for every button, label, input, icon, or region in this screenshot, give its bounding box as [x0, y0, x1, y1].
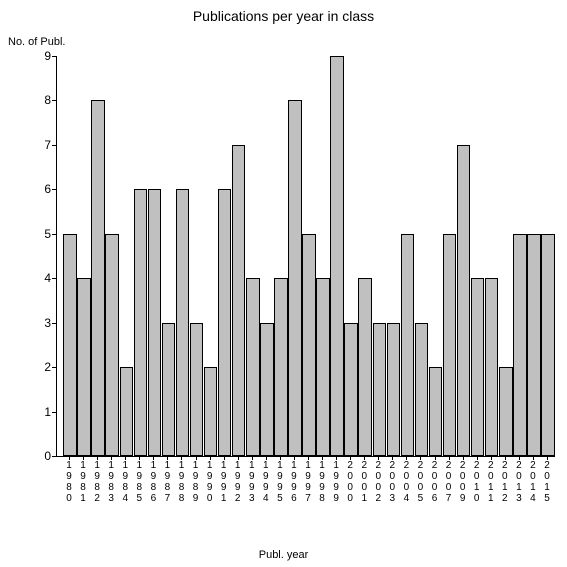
- bar: [443, 234, 456, 456]
- y-tick-label: 0: [31, 449, 51, 463]
- bar: [91, 100, 104, 456]
- y-tick-mark: [52, 189, 56, 190]
- x-tick-label: 1 9 8 7: [163, 460, 171, 504]
- bar: [260, 323, 273, 456]
- bar: [541, 234, 554, 456]
- y-tick-mark: [52, 456, 56, 457]
- bar: [162, 323, 175, 456]
- y-tick-label: 6: [31, 182, 51, 196]
- bar: [218, 189, 231, 456]
- x-tick-label: 1 9 8 9: [192, 460, 200, 504]
- bar: [302, 234, 315, 456]
- y-tick-label: 7: [31, 138, 51, 152]
- bar: [415, 323, 428, 456]
- bar: [232, 145, 245, 456]
- y-tick-mark: [52, 367, 56, 368]
- x-tick-label: 1 9 8 4: [121, 460, 129, 504]
- y-tick-mark: [52, 412, 56, 413]
- x-tick-label: 1 9 9 0: [206, 460, 214, 504]
- bar: [429, 367, 442, 456]
- y-tick-label: 8: [31, 93, 51, 107]
- x-tick-label: 1 9 9 1: [220, 460, 228, 504]
- y-tick-mark: [52, 100, 56, 101]
- x-tick-label: 1 9 9 3: [248, 460, 256, 504]
- x-tick-label: 2 0 1 5: [543, 460, 551, 504]
- bar: [148, 189, 161, 456]
- x-tick-label: 1 9 8 5: [135, 460, 143, 504]
- x-tick-label: 2 0 0 0: [346, 460, 354, 504]
- y-tick-label: 5: [31, 227, 51, 241]
- x-tick-label: 2 0 1 4: [529, 460, 537, 504]
- bar: [485, 278, 498, 456]
- bar: [63, 234, 76, 456]
- bar: [344, 323, 357, 456]
- y-tick-mark: [52, 145, 56, 146]
- x-tick-label: 2 0 0 3: [388, 460, 396, 504]
- x-tick-label: 2 0 0 4: [402, 460, 410, 504]
- x-tick-label: 2 0 0 7: [445, 460, 453, 504]
- x-tick-label: 1 9 8 2: [93, 460, 101, 504]
- x-tick-label: 2 0 0 9: [459, 460, 467, 504]
- x-tick-label: 1 9 8 6: [149, 460, 157, 504]
- y-axis-title: No. of Publ.: [8, 36, 65, 48]
- x-tick-label: 1 9 9 8: [318, 460, 326, 504]
- bar: [190, 323, 203, 456]
- bar: [358, 278, 371, 456]
- bar: [387, 323, 400, 456]
- bar: [176, 189, 189, 456]
- y-tick-mark: [52, 278, 56, 279]
- y-tick-mark: [52, 234, 56, 235]
- y-tick-mark: [52, 323, 56, 324]
- x-tick-label: 1 9 9 6: [290, 460, 298, 504]
- bar: [120, 367, 133, 456]
- bar: [134, 189, 147, 456]
- bar: [471, 278, 484, 456]
- x-tick-label: 1 9 8 1: [79, 460, 87, 504]
- x-tick-label: 2 0 0 5: [416, 460, 424, 504]
- y-tick-mark: [52, 56, 56, 57]
- bar: [77, 278, 90, 456]
- bar: [401, 234, 414, 456]
- x-tick-label: 1 9 9 5: [276, 460, 284, 504]
- y-tick-label: 3: [31, 316, 51, 330]
- x-tick-label: 1 9 8 8: [177, 460, 185, 504]
- bar: [513, 234, 526, 456]
- x-tick-label: 1 9 9 2: [234, 460, 242, 504]
- bar: [204, 367, 217, 456]
- bar: [105, 234, 118, 456]
- bar: [499, 367, 512, 456]
- x-tick-label: 2 0 1 3: [515, 460, 523, 504]
- x-tick-label: 2 0 0 1: [360, 460, 368, 504]
- bar: [274, 278, 287, 456]
- x-tick-label: 2 0 1 0: [473, 460, 481, 504]
- x-tick-label: 2 0 1 1: [487, 460, 495, 504]
- chart-title: Publications per year in class: [0, 8, 567, 24]
- x-tick-label: 2 0 0 2: [374, 460, 382, 504]
- plot-area: [56, 56, 555, 457]
- bar: [288, 100, 301, 456]
- x-tick-label: 1 9 8 3: [107, 460, 115, 504]
- bar: [527, 234, 540, 456]
- x-tick-label: 1 9 8 0: [65, 460, 73, 504]
- bar: [373, 323, 386, 456]
- chart-container: Publications per year in class No. of Pu…: [0, 0, 567, 567]
- x-tick-label: 2 0 1 2: [501, 460, 509, 504]
- bar: [246, 278, 259, 456]
- bar: [457, 145, 470, 456]
- bar: [316, 278, 329, 456]
- x-tick-label: 1 9 9 4: [262, 460, 270, 504]
- y-tick-label: 2: [31, 360, 51, 374]
- y-tick-label: 4: [31, 271, 51, 285]
- x-tick-label: 1 9 9 9: [332, 460, 340, 504]
- y-tick-label: 9: [31, 49, 51, 63]
- x-tick-label: 1 9 9 7: [304, 460, 312, 504]
- x-axis-title: Publ. year: [0, 549, 567, 561]
- x-tick-label: 2 0 0 6: [431, 460, 439, 504]
- bar: [330, 56, 343, 456]
- y-tick-label: 1: [31, 405, 51, 419]
